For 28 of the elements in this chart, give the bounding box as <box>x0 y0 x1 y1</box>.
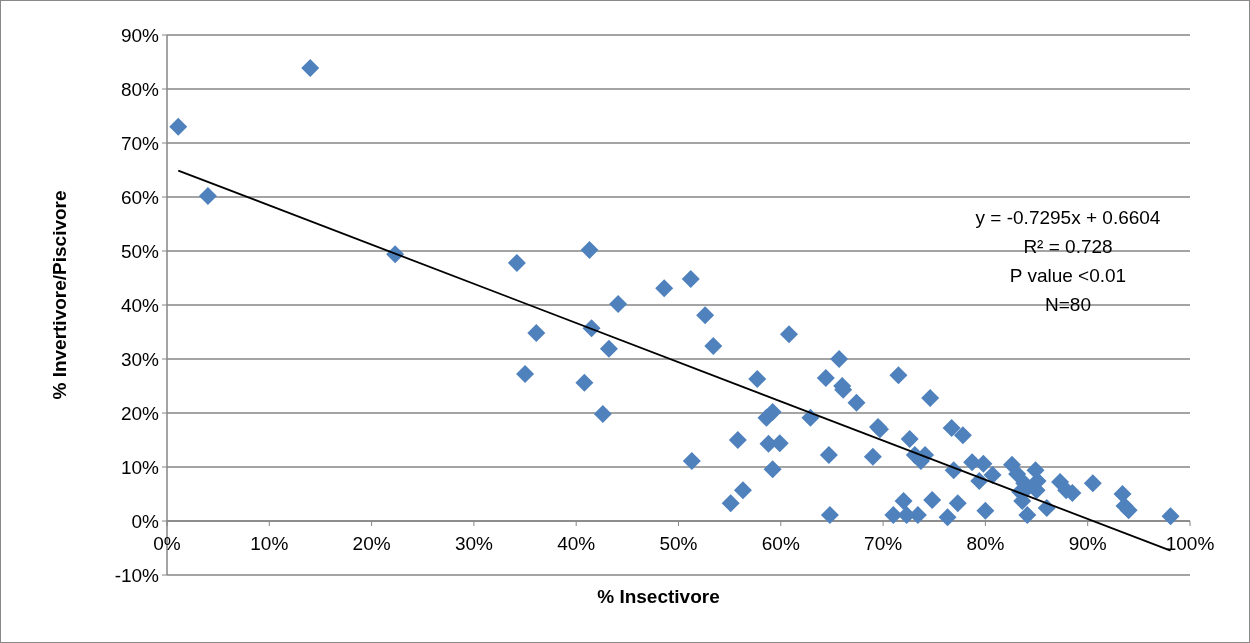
x-tick-label: 60% <box>761 532 800 554</box>
y-tick-label: 30% <box>120 348 160 370</box>
y-tick-label: 10% <box>120 456 160 478</box>
x-tick-label: 70% <box>864 532 903 554</box>
annotation: y = -0.7295x + 0.6604 <box>975 207 1161 228</box>
x-tick-label: 0% <box>153 532 181 554</box>
y-tick-label: 90% <box>120 24 160 46</box>
x-tick-label: 40% <box>557 532 596 554</box>
y-tick-label: 40% <box>120 294 160 316</box>
annotation: N=80 <box>1045 294 1091 315</box>
x-tick-label: 10% <box>250 532 289 554</box>
y-tick-label: 80% <box>120 78 160 100</box>
x-tick-label: 50% <box>659 532 698 554</box>
x-tick-label: 80% <box>966 532 1005 554</box>
y-tick-label: 60% <box>120 186 160 208</box>
y-tick-label: 0% <box>131 510 160 532</box>
x-axis-title: % Insectivore <box>597 586 720 607</box>
annotation: R² = 0.728 <box>1023 236 1113 257</box>
annotation: P value <0.01 <box>1009 265 1127 286</box>
x-tick-label: 20% <box>352 532 391 554</box>
x-tick-label: 30% <box>454 532 494 554</box>
x-tick-label: 100% <box>1165 532 1215 554</box>
y-tick-label: 70% <box>120 132 160 154</box>
y-tick-label: -10% <box>114 564 160 586</box>
y-axis-title: % Invertivore/Piscivore <box>49 190 70 400</box>
y-tick-label: 50% <box>120 240 160 262</box>
y-tick-label: 20% <box>120 402 160 424</box>
x-tick-label: 90% <box>1068 532 1107 554</box>
